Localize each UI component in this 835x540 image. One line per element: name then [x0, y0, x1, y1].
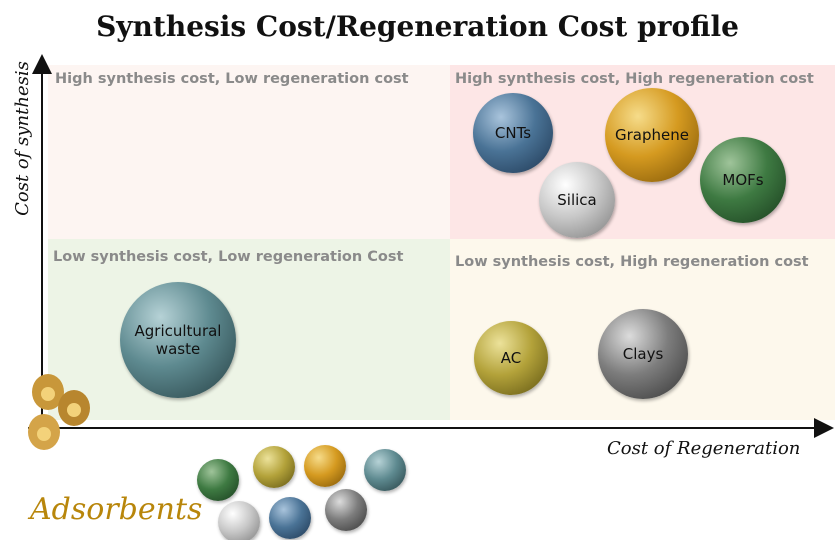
legend-ball [325, 489, 367, 531]
node: Agricultural waste [120, 282, 236, 398]
legend-ball [197, 459, 239, 501]
money-bags-icon [28, 374, 90, 450]
legend-label: Adsorbents [30, 492, 202, 527]
axes [0, 0, 835, 540]
legend-ball [218, 501, 260, 540]
node: CNTs [473, 93, 553, 173]
legend-ball [364, 449, 406, 491]
legend-ball [253, 446, 295, 488]
node: Clays [598, 309, 688, 399]
legend-ball [304, 445, 346, 487]
diagram: Synthesis Cost/Regeneration Cost profile… [0, 0, 835, 540]
node: Silica [539, 162, 615, 238]
node: Graphene [605, 88, 699, 182]
node: MOFs [700, 137, 786, 223]
x-axis-label: Cost of Regeneration [607, 438, 800, 459]
y-axis-label: Cost of synthesis [12, 61, 33, 216]
legend-ball [269, 497, 311, 539]
node: AC [474, 321, 548, 395]
